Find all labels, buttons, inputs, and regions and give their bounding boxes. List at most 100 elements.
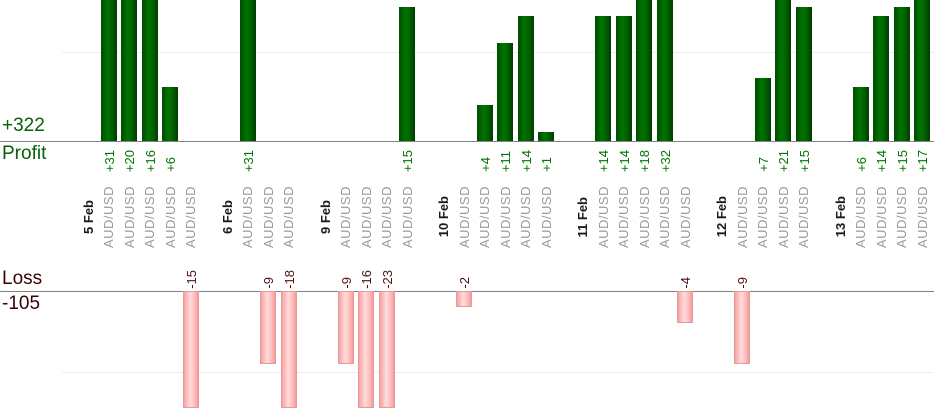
instrument-label-wrap: AUD/USD (655, 184, 676, 250)
date-label-wrap: 5 Feb (78, 184, 99, 250)
trade-column: -15 AUD/USD (181, 0, 202, 420)
profit-bar[interactable] (497, 42, 513, 141)
profit-bar[interactable] (595, 15, 611, 141)
profit-bar[interactable] (775, 0, 791, 141)
trade-column: +15 AUD/USD (794, 0, 815, 420)
loss-bar[interactable] (358, 291, 374, 408)
profit-axis-title: Profit (2, 143, 47, 164)
profit-value-label: +31 (101, 149, 117, 172)
trade-column: +18 AUD/USD (634, 0, 655, 420)
profit-value-label: +4 (477, 157, 493, 172)
loss-value-label: -23 (379, 270, 395, 289)
profit-bar[interactable] (636, 0, 652, 141)
date-label: 11 Feb (575, 196, 591, 238)
loss-bar[interactable] (182, 291, 199, 408)
instrument-label-wrap: AUD/USD (238, 184, 259, 250)
profit-bar[interactable] (754, 78, 771, 141)
profit-value-label: +15 (796, 149, 812, 172)
instrument-label-wrap: AUD/USD (397, 184, 418, 250)
instrument-label: AUD/USD (281, 185, 297, 248)
instrument-label-wrap: AUD/USD (336, 184, 357, 250)
profit-bar[interactable] (852, 87, 869, 141)
day-group: 9 Feb -9 AUD/USD -16 AUD/USD -23 AUD/USD +15 AUD… (315, 0, 418, 420)
loss-bar[interactable] (734, 291, 750, 364)
instrument-label-wrap: AUD/USD (794, 184, 815, 250)
profit-bar[interactable] (100, 0, 117, 141)
profit-bar[interactable] (239, 0, 256, 141)
trade-column: -16 AUD/USD (356, 0, 377, 420)
profit-bar[interactable] (873, 15, 889, 141)
instrument-label: AUD/USD (914, 185, 930, 248)
profit-value-label: +15 (400, 149, 415, 172)
date-label-wrap: 6 Feb (217, 184, 238, 250)
instrument-label-wrap: AUD/USD (258, 184, 279, 250)
loss-value-label: -15 (183, 270, 199, 289)
instrument-label-wrap: AUD/USD (634, 184, 655, 250)
trade-column: +17 AUD/USD (912, 0, 933, 420)
trade-column: -9 AUD/USD (258, 0, 279, 420)
profit-bar[interactable] (914, 0, 930, 141)
instrument-label: AUD/USD (636, 185, 652, 248)
instrument-label: AUD/USD (595, 185, 611, 248)
date-column: 5 Feb (78, 0, 99, 420)
date-column: 10 Feb (434, 0, 455, 420)
instrument-label-wrap: AUD/USD (851, 184, 872, 250)
instrument-label-wrap: AUD/USD (675, 184, 696, 250)
date-label: 6 Feb (219, 200, 235, 234)
date-column: 13 Feb (830, 0, 851, 420)
profit-bar[interactable] (121, 0, 137, 141)
profit-total-label: +322 (2, 115, 45, 136)
instrument-label-wrap: AUD/USD (495, 184, 516, 250)
profit-value-label: +20 (122, 149, 137, 172)
trade-column: +11 AUD/USD (495, 0, 516, 420)
profit-bar[interactable] (141, 0, 158, 141)
instrument-label: AUD/USD (616, 185, 632, 248)
loss-bar[interactable] (456, 291, 472, 308)
trade-column: +20 AUD/USD (119, 0, 140, 420)
loss-bar[interactable] (280, 291, 297, 408)
instrument-label: AUD/USD (399, 185, 415, 248)
instrument-label: AUD/USD (755, 185, 771, 248)
profit-bar[interactable] (476, 105, 493, 141)
profit-bar[interactable] (615, 15, 632, 141)
instrument-label-wrap: AUD/USD (140, 184, 161, 250)
profit-value-label: +32 (657, 149, 673, 172)
loss-value-label: -9 (261, 277, 276, 289)
loss-value-label: -18 (281, 270, 297, 289)
profit-value-label: +14 (616, 149, 632, 172)
instrument-label: AUD/USD (775, 185, 791, 248)
profit-bar[interactable] (517, 15, 534, 141)
date-label-wrap: 11 Feb (573, 184, 594, 250)
profit-bar[interactable] (162, 87, 178, 141)
profit-bar[interactable] (656, 0, 673, 141)
date-label: 12 Feb (714, 196, 730, 238)
loss-bar[interactable] (677, 291, 693, 324)
instrument-label: AUD/USD (142, 185, 158, 248)
profit-bar[interactable] (538, 132, 554, 141)
instrument-label-wrap: AUD/USD (871, 184, 892, 250)
instrument-label: AUD/USD (338, 185, 354, 248)
loss-bar[interactable] (260, 291, 276, 364)
loss-value-label: -9 (338, 277, 354, 289)
profit-value-label: +31 (240, 149, 256, 172)
profit-value-label: +6 (163, 157, 178, 172)
instrument-label-wrap: AUD/USD (593, 184, 614, 250)
loss-value-label: -16 (359, 270, 374, 289)
loss-bar[interactable] (337, 291, 354, 364)
instrument-label: AUD/USD (497, 185, 513, 248)
trade-column: +21 AUD/USD (773, 0, 794, 420)
instrument-label: AUD/USD (379, 185, 395, 248)
trade-column: +6 AUD/USD (160, 0, 181, 420)
instrument-label: AUD/USD (796, 185, 812, 248)
loss-bar[interactable] (378, 291, 395, 408)
day-group: 10 Feb -2 AUD/USD +4 AUD/USD +11 AUD/USD +14 AUD… (434, 0, 557, 420)
profit-bar[interactable] (795, 6, 812, 141)
instrument-label: AUD/USD (183, 185, 199, 248)
instrument-label-wrap: AUD/USD (536, 184, 557, 250)
profit-bar[interactable] (399, 6, 415, 141)
instrument-label: AUD/USD (121, 185, 137, 248)
instrument-label: AUD/USD (518, 185, 534, 248)
trade-column: +7 AUD/USD (753, 0, 774, 420)
date-label-wrap: 10 Feb (434, 184, 455, 250)
profit-bar[interactable] (893, 6, 910, 141)
